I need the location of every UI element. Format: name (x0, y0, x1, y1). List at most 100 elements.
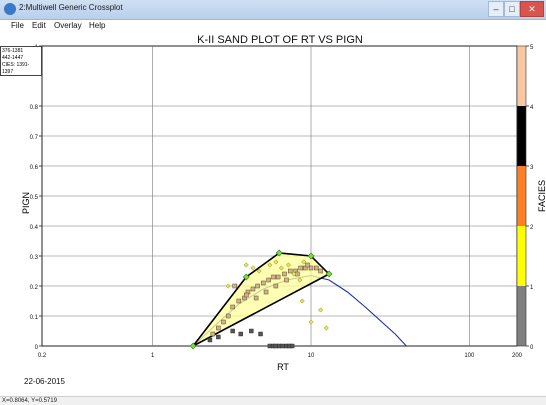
data-point-diamond (318, 307, 324, 313)
data-point-square (230, 304, 235, 310)
data-point-square (253, 295, 259, 301)
data-point-square (282, 271, 287, 277)
data-point-square (303, 265, 308, 271)
colorbar-tick-label: 1 (530, 285, 534, 291)
polygon-vertex (307, 252, 315, 260)
data-point-gray (258, 331, 263, 337)
data-point-gray (280, 343, 285, 349)
data-point-diamond (267, 262, 273, 268)
colorbar-segment (517, 226, 526, 286)
data-point-square (305, 262, 310, 268)
data-point-square (318, 268, 323, 274)
data-point-square (216, 325, 221, 331)
data-point-diamond (256, 268, 262, 274)
y-axis-label: PIGN (21, 192, 31, 215)
data-point-diamond (278, 265, 284, 271)
data-point-diamond (250, 265, 256, 271)
status-bar: X=0.8064, Y=0.5719 (0, 396, 546, 405)
data-point-square (225, 313, 231, 319)
menu-overlay[interactable]: Overlay (54, 21, 82, 30)
minimize-button[interactable]: – (488, 1, 504, 17)
window-title: 2:Multiwell Generic Crossplot (19, 3, 123, 12)
x-axis-label: RT (277, 362, 289, 372)
data-point-square (275, 274, 281, 280)
data-point-square (250, 286, 256, 292)
data-point-gray (238, 331, 243, 337)
data-point-diamond (285, 262, 291, 268)
colorbar-segment (517, 286, 526, 346)
data-point-diamond (243, 262, 249, 268)
y-tick-label: 0.5 (30, 195, 39, 201)
x-tick-label: 10 (308, 353, 315, 359)
selection-polygon (192, 252, 331, 347)
close-button[interactable]: ✕ (520, 1, 544, 17)
data-point-diamond (297, 277, 303, 283)
colorbar-segment (517, 106, 526, 166)
data-point-square (255, 283, 260, 289)
data-point-diamond (323, 325, 329, 331)
data-point-diamond (308, 319, 314, 325)
data-point-gray (287, 343, 292, 349)
data-point-gray (207, 337, 213, 343)
data-point-square (261, 280, 266, 286)
data-point-square (244, 292, 249, 298)
colorbar-segment (517, 46, 526, 106)
data-point-square (221, 319, 226, 325)
data-point-diamond (225, 283, 231, 289)
x-tick-label: 0.2 (38, 353, 47, 359)
data-point-gray (284, 343, 289, 349)
data-point-square (293, 268, 298, 274)
y-tick-label: 0.2 (30, 285, 39, 291)
app-icon (4, 3, 16, 15)
y-tick-label: 0.8 (30, 105, 39, 111)
colorbar-label: FACIES (537, 180, 546, 213)
data-point-square (271, 274, 276, 280)
data-point-square (273, 283, 279, 289)
data-point-gray (273, 343, 279, 349)
polygon-vertex (325, 270, 333, 278)
maximize-button[interactable]: □ (504, 1, 520, 17)
menu-file[interactable]: File (11, 21, 24, 30)
x-tick-label: 200 (512, 353, 523, 359)
data-point-square (245, 289, 251, 295)
x-tick-label: 1 (151, 353, 155, 359)
data-point-diamond (291, 271, 297, 277)
data-point-square (232, 283, 238, 289)
data-point-gray (289, 343, 295, 349)
data-point-diamond (273, 259, 279, 265)
menu-help[interactable]: Help (89, 21, 106, 30)
x-tick-label: 100 (464, 353, 475, 359)
data-point-diamond (301, 259, 307, 265)
data-point-gray (271, 343, 276, 349)
colorbar-tick-label: 0 (530, 345, 534, 351)
data-point-square (295, 271, 300, 277)
plot-frame (41, 45, 518, 347)
data-point-gray (267, 343, 273, 349)
legend-entry: 376-1381 (2, 48, 24, 54)
y-tick-label: 0.6 (30, 165, 39, 171)
y-tick-label: 0.1 (30, 315, 39, 321)
fit-curve (192, 274, 407, 347)
data-point-gray (216, 334, 221, 340)
data-point-square (236, 298, 242, 304)
legend-entry: CIES: 1391-1397 (2, 62, 30, 75)
data-point-gray (277, 343, 282, 349)
data-point-square (242, 295, 247, 301)
data-point-gray (230, 328, 235, 334)
y-tick-label: 0.7 (30, 135, 39, 141)
data-point-square (288, 268, 293, 274)
menu-edit[interactable]: Edit (32, 21, 46, 30)
data-point-square (266, 277, 271, 283)
legend-entry: 442-1447 (2, 55, 24, 61)
colorbar-frame (516, 45, 527, 347)
plot-title: K-II SAND PLOT OF RT VS PIGN (197, 34, 363, 46)
legend-box[interactable]: 376-1381 442-1447 CIES: 1391-1397 (0, 46, 42, 76)
menu-bar: File Edit Overlay Help (0, 20, 546, 33)
data-point-square (210, 331, 216, 337)
polygon-vertex (189, 342, 197, 350)
plot-date: 22-06-2015 (24, 377, 65, 386)
colorbar-tick-label: 2 (530, 225, 534, 231)
data-point-square (263, 289, 269, 295)
y-tick-label: 0.3 (30, 255, 39, 261)
